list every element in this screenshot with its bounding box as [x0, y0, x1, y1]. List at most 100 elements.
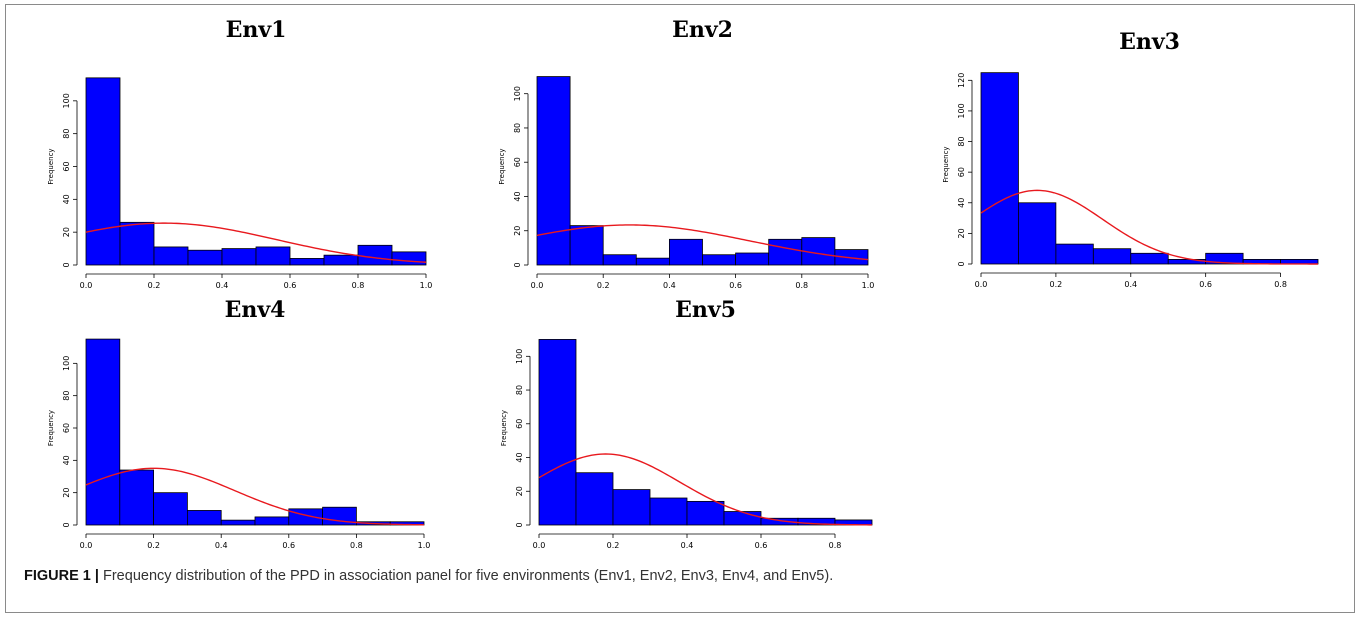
histogram-bar: [289, 258, 325, 266]
y-tick-label: 0: [515, 522, 524, 527]
histogram-bar: [255, 246, 291, 266]
y-tick-label: 0: [513, 262, 522, 267]
x-tick-label: 0.6: [729, 281, 742, 290]
histogram-bar: [288, 508, 323, 526]
x-tick-label: 1.0: [420, 281, 433, 290]
histogram-bar: [391, 251, 427, 266]
y-tick-label: 60: [62, 161, 71, 171]
y-tick-label: 100: [515, 349, 524, 364]
normal-curve-line: [980, 189, 1318, 265]
y-tick-label: 40: [62, 455, 71, 465]
x-tick-label: 0.0: [80, 281, 93, 290]
histogram-bar: [85, 338, 121, 526]
histogram-bar: [1018, 202, 1057, 265]
chart-title: Env4: [225, 297, 286, 323]
chart-title: Env3: [1119, 29, 1180, 55]
histogram-bar: [569, 225, 604, 266]
y-tick-label: 100: [62, 93, 71, 108]
histogram-bar: [119, 221, 155, 266]
y-tick-label: 60: [62, 423, 71, 433]
x-tick-label: 0.2: [148, 281, 161, 290]
x-tick-label: 0.6: [282, 541, 295, 550]
x-tick-label: 0.4: [681, 541, 694, 550]
histogram-panel-env4: Env4 0.0 0.2 0.4 0.6 0.8 1.0 0 20 40 60 80 100 Freque…: [21, 293, 441, 553]
histogram-bar: [153, 246, 189, 266]
histogram-bar: [575, 472, 614, 526]
histogram-bar: [668, 238, 703, 266]
histogram-bar: [186, 510, 222, 526]
y-tick-label: 0: [957, 261, 966, 266]
histogram-bar: [1092, 248, 1132, 265]
x-tick-label: 0.8: [1274, 280, 1287, 289]
histogram-bar: [187, 249, 223, 266]
histogram-svg: Env4 0.0 0.2 0.4 0.6 0.8 1.0 0 20 40 60 80 100 Freque…: [47, 297, 431, 550]
x-tick-label: 0.2: [1050, 280, 1063, 289]
y-tick-label: 80: [515, 385, 524, 395]
normal-curve-line: [85, 467, 425, 526]
y-tick-label: 100: [957, 103, 966, 118]
chart-title: Env2: [672, 17, 733, 43]
y-tick-label: 0: [62, 262, 71, 267]
y-tick-label: 20: [513, 226, 522, 236]
chart-title: Env1: [226, 17, 287, 43]
histogram-bar: [323, 254, 359, 266]
x-tick-label: 0.0: [80, 541, 93, 550]
histogram-panel-env3: Env3 0.0 0.2 0.4 0.6 0.8 0 20 40 60 80 100 120 Freque…: [911, 25, 1336, 305]
histogram-bar: [723, 511, 762, 526]
x-tick-label: 0.4: [215, 541, 228, 550]
x-tick-label: 0.4: [663, 281, 676, 290]
figure: Env1 0.0 0.2 0.4 0.6 0.8 1.0 0 20 40 60 80 100 Freque…: [5, 4, 1355, 613]
histogram-bar: [538, 339, 577, 526]
histogram-panel-env5: Env5 0.0 0.2 0.4 0.6 0.8 0 20 40 60 80 100 Frequency: [474, 293, 894, 553]
histogram-panel-env1: Env1 0.0 0.2 0.4 0.6 0.8 1.0 0 20 40 60 80 100 Freque…: [21, 13, 441, 298]
histogram-bar: [612, 489, 651, 526]
x-tick-label: 0.8: [350, 541, 363, 550]
y-tick-label: 20: [62, 227, 71, 237]
y-axis-label: Frequency: [47, 148, 55, 184]
y-tick-label: 80: [62, 129, 71, 139]
histogram-bar: [221, 248, 257, 266]
y-tick-label: 0: [62, 522, 71, 527]
histogram-svg: Env2 0.0 0.2 0.4 0.6 0.8 1.0 0 20 40 60 80 100 Freque…: [498, 17, 875, 290]
histogram-bar: [357, 244, 393, 266]
y-tick-label: 100: [62, 356, 71, 371]
histogram-bar: [686, 500, 725, 526]
histogram-bar: [85, 77, 121, 266]
x-tick-label: 1.0: [418, 541, 431, 550]
x-tick-label: 0.2: [597, 281, 610, 290]
x-tick-label: 0.6: [284, 281, 297, 290]
figure-caption: FIGURE 1 | Frequency distribution of the…: [24, 568, 1344, 584]
histogram-bar: [1130, 252, 1169, 265]
y-tick-label: 40: [62, 194, 71, 204]
x-tick-label: 0.4: [1124, 280, 1137, 289]
histogram-bar: [980, 72, 1019, 265]
x-tick-label: 0.0: [975, 280, 988, 289]
y-tick-label: 60: [957, 167, 966, 177]
histogram-bar: [649, 497, 688, 526]
histogram-bar: [735, 252, 770, 266]
histogram-bar: [702, 254, 736, 266]
y-axis-label: Frequency: [47, 410, 55, 446]
y-tick-label: 40: [515, 452, 524, 462]
x-tick-label: 0.8: [829, 541, 842, 550]
x-tick-label: 0.6: [1199, 280, 1212, 289]
y-tick-label: 60: [515, 419, 524, 429]
y-tick-label: 40: [513, 191, 522, 201]
y-tick-label: 80: [62, 391, 71, 401]
histogram-bar: [220, 519, 256, 526]
histogram-bar: [119, 469, 155, 526]
x-tick-label: 1.0: [862, 281, 875, 290]
histogram-bar: [635, 257, 670, 266]
y-tick-label: 20: [515, 486, 524, 496]
x-tick-label: 0.0: [531, 281, 544, 290]
y-tick-label: 120: [957, 73, 966, 88]
x-tick-label: 0.0: [533, 541, 546, 550]
histogram-bar: [254, 516, 290, 526]
histogram-bar: [1055, 243, 1094, 265]
histogram-svg: Env3 0.0 0.2 0.4 0.6 0.8 0 20 40 60 80 100 120 Freque…: [942, 29, 1319, 289]
histogram-bar: [602, 254, 637, 266]
normal-curve-line: [536, 224, 869, 261]
histogram-svg: Env5 0.0 0.2 0.4 0.6 0.8 0 20 40 60 80 100 Frequency: [500, 297, 873, 550]
y-tick-label: 60: [513, 157, 522, 167]
y-tick-label: 80: [513, 123, 522, 133]
